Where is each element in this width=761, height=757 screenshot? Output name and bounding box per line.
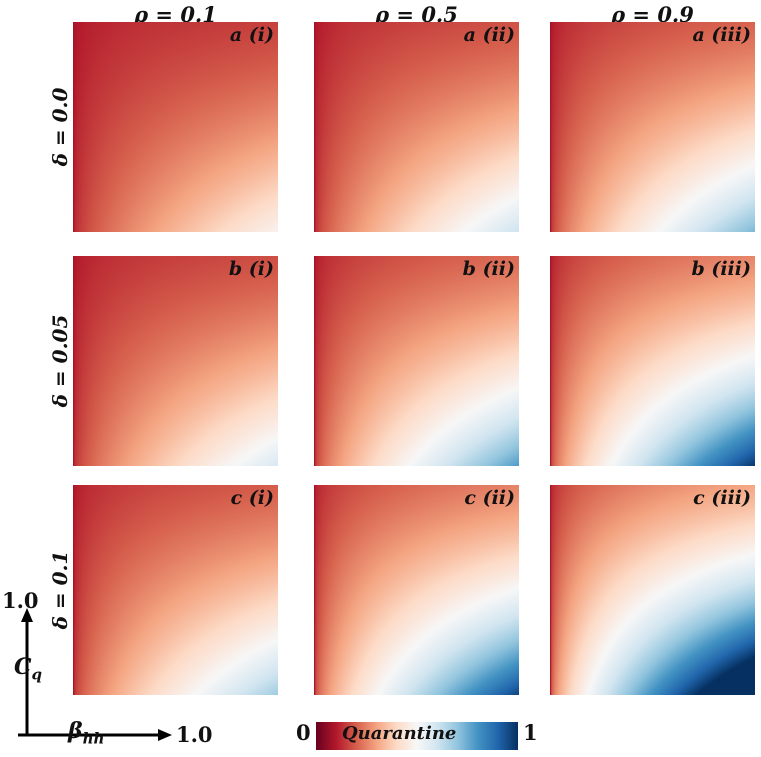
panel-label: a (i) bbox=[229, 24, 274, 46]
panel-label: c (i) bbox=[230, 487, 274, 509]
heatmap-panel: a (iii) bbox=[550, 22, 755, 232]
heatmap-surface bbox=[314, 485, 519, 695]
axis-key bbox=[18, 608, 172, 741]
y-arrow-icon bbox=[21, 608, 33, 622]
panel-label: b (iii) bbox=[691, 258, 751, 280]
row-title: δ = 0.05 bbox=[48, 314, 72, 408]
panel-label: c (ii) bbox=[464, 487, 515, 509]
x-arrow-icon bbox=[158, 729, 172, 741]
panel-label: c (iii) bbox=[693, 487, 751, 509]
heatmap-panel: a (i) bbox=[73, 22, 278, 232]
heatmap-panel: c (ii) bbox=[314, 485, 519, 695]
colorbar-max-label: 1 bbox=[523, 720, 538, 745]
colorbar-min-label: 0 bbox=[296, 720, 311, 745]
heatmap-surface bbox=[550, 256, 755, 466]
colorbar bbox=[316, 722, 518, 750]
heatmap-surface bbox=[314, 256, 519, 466]
y-axis-max: 1.0 bbox=[2, 588, 39, 613]
heatmap-surface bbox=[550, 485, 755, 695]
heatmap-panel: b (i) bbox=[73, 256, 278, 466]
panel-label: a (iii) bbox=[692, 24, 751, 46]
heatmap-surface bbox=[550, 22, 755, 232]
panel-label: a (ii) bbox=[463, 24, 515, 46]
heatmap-surface bbox=[73, 485, 278, 695]
colorbar-title: Quarantine bbox=[342, 723, 457, 744]
x-axis-max: 1.0 bbox=[176, 722, 213, 747]
heatmap-surface bbox=[314, 22, 519, 232]
panel-label: b (ii) bbox=[462, 258, 515, 280]
heatmap-panel: c (i) bbox=[73, 485, 278, 695]
heatmap-panel: a (ii) bbox=[314, 22, 519, 232]
heatmap-panel: b (iii) bbox=[550, 256, 755, 466]
x-axis-label: βhh bbox=[68, 718, 105, 748]
heatmap-panel: c (iii) bbox=[550, 485, 755, 695]
y-axis-label: Cq bbox=[14, 654, 43, 684]
heatmap-panel: b (ii) bbox=[314, 256, 519, 466]
heatmap-surface bbox=[73, 22, 278, 232]
row-title: δ = 0.0 bbox=[48, 87, 72, 167]
heatmap-surface bbox=[73, 256, 278, 466]
panel-label: b (i) bbox=[228, 258, 274, 280]
